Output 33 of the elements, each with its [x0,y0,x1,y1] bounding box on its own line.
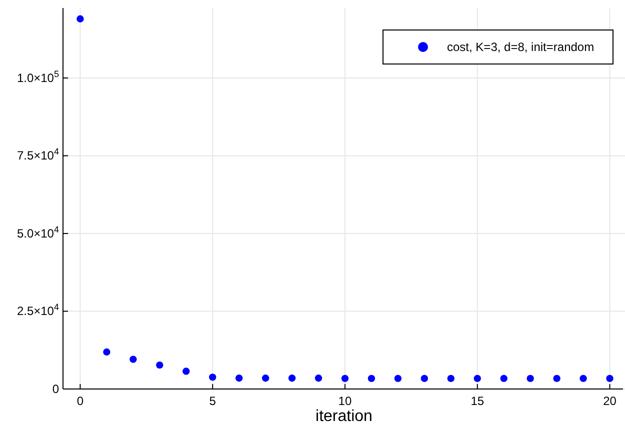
y-tick-label: 5.0×10$^{4}$ [16,224,59,240]
point [420,374,428,382]
point [526,374,534,382]
point [182,368,190,375]
y-tick-label: 1.0×10$^{5}$ [16,68,59,85]
point [368,374,376,382]
x-tick-label: 0 [76,394,84,408]
point [76,15,84,22]
point [209,374,216,381]
point [103,348,110,356]
point [500,374,508,382]
point [130,356,137,363]
x-tick-label: 10 [338,394,352,408]
point [394,374,402,382]
point [606,374,614,382]
y-tick-label: 7.5×10$^{4}$ [16,146,59,163]
y-tick-label: 2.5×10$^{4}$ [16,302,59,318]
x-axis-title: iteration [316,408,372,425]
point [314,374,322,382]
point [447,374,454,382]
point [288,374,296,382]
point [235,374,243,382]
point [580,374,587,382]
point [553,374,560,382]
point [341,374,349,382]
x-tick-label: 15 [470,394,484,408]
legend-label: cost, K=3, d=8, init=random [447,40,594,54]
point [474,374,481,382]
y-tick-label: 0 [52,382,60,396]
x-tick-label: 5 [209,394,216,408]
point [156,361,164,369]
point [262,374,270,382]
x-tick-label: 20 [603,394,617,408]
